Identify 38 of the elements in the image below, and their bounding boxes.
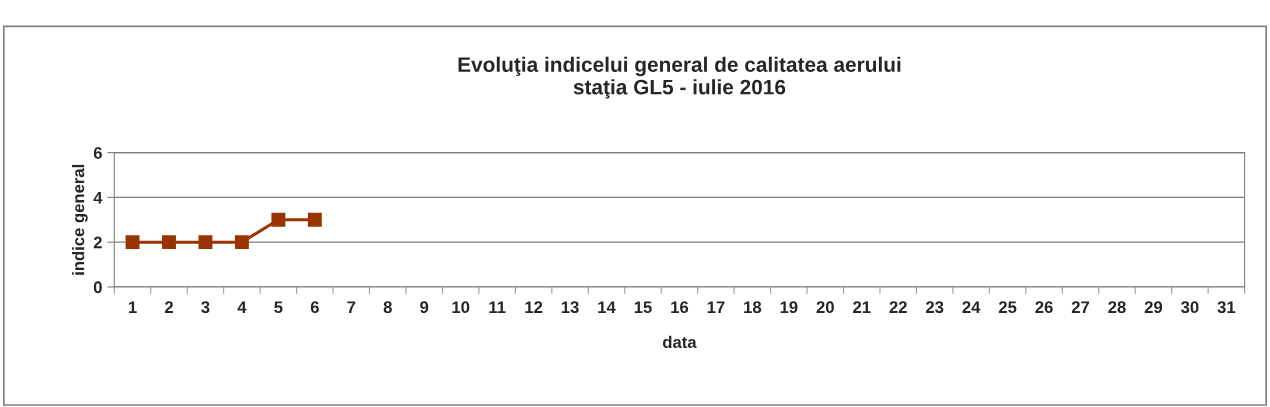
y-tick-label: 6 — [93, 147, 102, 159]
x-tick-label: 13 — [561, 301, 579, 314]
x-tick-label: 24 — [962, 301, 981, 313]
x-axis-title: data — [663, 335, 697, 349]
x-tick-label: 30 — [1181, 301, 1199, 314]
x-tick-label: 11 — [489, 301, 506, 313]
chart-title: Evoluţia indicelui general de calitatea aerului staţia GL5 - iulie 2016 — [458, 56, 901, 99]
x-tick-label: 16 — [671, 301, 689, 314]
x-tick-label: 19 — [780, 301, 798, 314]
y-axis-title: indice general — [72, 164, 88, 275]
x-tick-label: 5 — [274, 301, 283, 314]
x-tick-label: 31 — [1217, 301, 1236, 314]
x-tick-label: 25 — [998, 301, 1017, 314]
x-tick-label: 6 — [310, 301, 319, 314]
x-tick-label: 27 — [1071, 301, 1090, 313]
x-tick-label: 14 — [598, 301, 616, 313]
x-tick-label: 8 — [383, 301, 392, 314]
x-tick-label: 18 — [744, 301, 762, 314]
x-tick-label: 3 — [201, 301, 210, 314]
x-tick-label: 17 — [707, 301, 725, 313]
x-tick-label: 22 — [889, 301, 907, 313]
x-tick-label: 29 — [1144, 301, 1163, 314]
x-tick-label: 7 — [347, 301, 356, 313]
x-tick-label: 28 — [1108, 301, 1126, 314]
x-tick-label: 9 — [420, 301, 429, 314]
x-tick-label: 15 — [634, 301, 652, 314]
y-tick-label: 4 — [93, 191, 103, 204]
x-tick-label: 1 — [128, 301, 137, 313]
x-tick-label: 10 — [452, 301, 470, 314]
y-tick-label: 0 — [93, 281, 102, 294]
x-tick-label: 12 — [525, 301, 543, 313]
x-tick-label: 20 — [816, 301, 834, 314]
x-tick-label: 21 — [853, 301, 871, 313]
y-tick-label: 2 — [93, 236, 102, 249]
x-tick-label: 26 — [1035, 301, 1053, 314]
x-tick-label: 2 — [164, 301, 173, 313]
x-tick-label: 4 — [237, 301, 247, 313]
x-tick-label: 23 — [925, 301, 944, 314]
